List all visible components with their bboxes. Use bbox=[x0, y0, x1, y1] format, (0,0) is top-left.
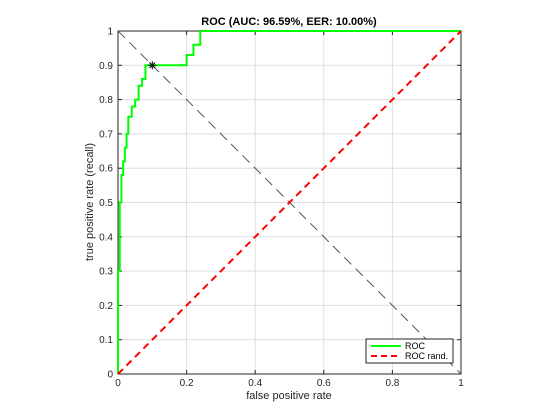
x-tick-label: 0.6 bbox=[317, 378, 331, 389]
tick-labels: 0 0.2 0.4 0.6 0.8 1 0 0.1 0.2 0.3 0.4 0.5 0.6 0.7 0.8 0… bbox=[99, 27, 464, 390]
y-tick-label: 0.7 bbox=[99, 129, 113, 140]
y-tick-label: 0.3 bbox=[99, 267, 113, 278]
roc-random-line bbox=[117, 30, 462, 375]
y-tick-label: 0.5 bbox=[99, 198, 113, 209]
legend-box bbox=[365, 338, 454, 364]
legend-label: ROC rand. bbox=[405, 351, 448, 361]
y-tick-label: 0.1 bbox=[99, 335, 113, 346]
x-axis-label: false positive rate bbox=[246, 390, 332, 402]
roc-curve bbox=[117, 30, 461, 374]
y-tick-label: 0.8 bbox=[99, 95, 113, 106]
legend-label: ROC bbox=[405, 341, 426, 351]
y-axis-label: true positive rate (recall) bbox=[84, 143, 96, 261]
y-tick-label: 1 bbox=[107, 27, 113, 38]
plot-area bbox=[117, 30, 462, 375]
x-tick-label: 0.2 bbox=[180, 378, 194, 389]
x-tick-label: 0 bbox=[115, 378, 121, 389]
y-tick-label: 0.9 bbox=[99, 61, 113, 72]
x-tick-label: 0.8 bbox=[385, 378, 399, 389]
y-tick-label: 0.4 bbox=[99, 232, 113, 243]
eer-marker-stroke bbox=[149, 62, 156, 69]
eer-point-marker bbox=[148, 61, 157, 70]
x-tick-label: 1 bbox=[458, 378, 464, 389]
y-tick-label: 0.6 bbox=[99, 164, 113, 175]
y-tick-label: 0 bbox=[107, 370, 113, 381]
x-tick-label: 0.4 bbox=[248, 378, 262, 389]
chart-title: ROC (AUC: 96.59%, EER: 10.00%) bbox=[201, 16, 377, 28]
y-tick-label: 0.2 bbox=[99, 301, 113, 312]
